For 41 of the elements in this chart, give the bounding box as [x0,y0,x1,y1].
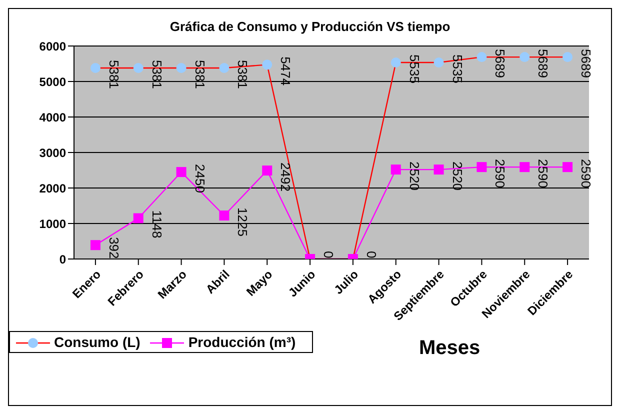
data-label: 2590 [578,159,594,188]
y-tick-label: 0 [59,252,66,266]
y-tick-label: 5000 [39,74,66,89]
data-label: 2590 [536,159,551,188]
data-label: 392 [106,237,122,259]
legend-label: Consumo (L) [53,334,140,350]
data-label: 5381 [149,60,164,89]
point [219,210,230,221]
point [520,162,530,172]
data-label: 2492 [278,162,294,192]
point [434,164,444,175]
data-label: 5381 [106,60,122,89]
data-label: 5689 [536,49,551,78]
data-label: 1148 [149,210,164,238]
point [90,240,100,250]
data-label: 2590 [492,159,508,188]
data-label: 5381 [235,60,250,89]
point [476,162,487,172]
x-axis-title: Meses [419,337,480,360]
data-label: 2520 [450,162,465,190]
y-tick-label: 3000 [39,146,66,160]
data-label: 5689 [578,49,594,78]
y-tick-label: 6000 [39,39,66,54]
data-label: 5381 [192,60,208,89]
legend-label: Producción (m³) [187,334,296,350]
chart-title: Gráfica de Consumo y Producción VS tiempo [168,18,452,34]
y-tick-label: 2000 [39,181,66,196]
point [133,213,144,224]
point [176,167,186,178]
data-label: 0 [321,251,336,258]
data-label: 2450 [192,164,208,193]
data-label: 5689 [492,49,508,78]
y-tick-label: 1000 [39,216,66,231]
point [390,164,401,175]
point [262,166,272,176]
data-label: 2520 [406,162,422,190]
data-label: 0 [364,251,379,258]
data-label: 5474 [278,56,294,86]
y-tick-label: 4000 [39,110,66,124]
point [562,162,573,172]
data-label: 1225 [235,208,250,236]
